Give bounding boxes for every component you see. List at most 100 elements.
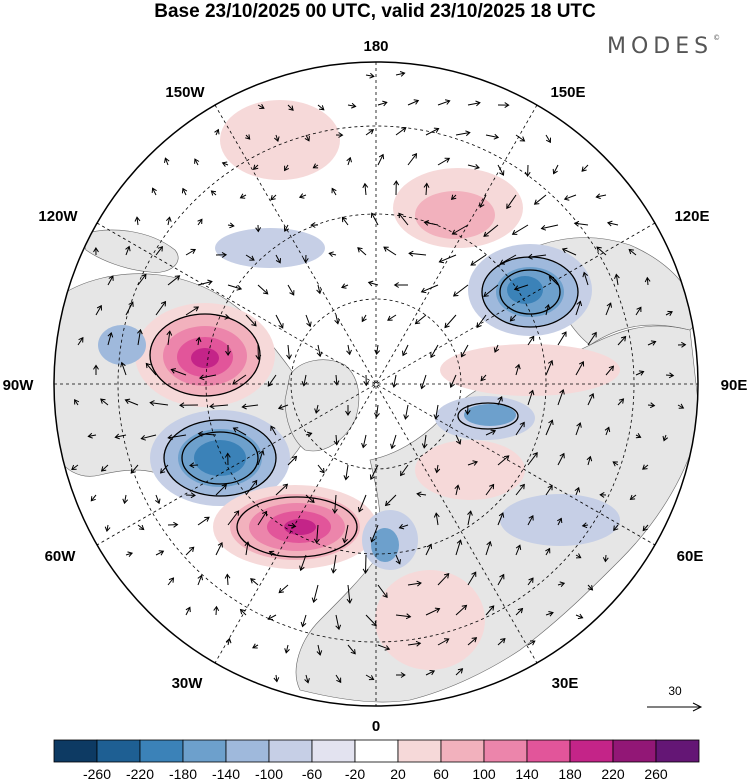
- wind-arrow: [575, 487, 580, 496]
- wind-arrowhead: [159, 468, 166, 474]
- colorbar-label: 100: [472, 766, 496, 782]
- wind-arrow: [287, 104, 294, 111]
- wind-arrowhead: [100, 466, 107, 472]
- wind-arrow: [467, 164, 480, 169]
- wind-arrowhead: [224, 573, 231, 579]
- wind-arrow: [527, 336, 535, 346]
- colorbar-label: 60: [433, 766, 449, 782]
- wind-arrowhead: [429, 670, 436, 676]
- contour-na: [149, 313, 261, 397]
- wind-arrow: [106, 524, 109, 532]
- wind-arrowhead: [530, 640, 536, 646]
- wind-arrowhead: [333, 380, 340, 386]
- wind-arrowhead: [249, 255, 255, 261]
- wind-arrowhead: [189, 462, 195, 469]
- wind-arrowhead: [476, 322, 482, 329]
- lon-label-30w: 30W: [172, 675, 204, 692]
- wind-arrowhead: [370, 537, 376, 543]
- wind-arrowhead: [304, 136, 310, 142]
- lon-label-60e: 60E: [677, 548, 704, 565]
- wind-arrow: [347, 344, 351, 355]
- colorbar-label: -260: [83, 766, 111, 782]
- wind-arrow: [437, 100, 450, 106]
- wind-arrow: [368, 281, 379, 286]
- wind-arrow: [453, 284, 469, 297]
- wind-arrowhead: [167, 434, 173, 441]
- wind-arrowhead: [252, 479, 258, 486]
- wind-arrowhead: [351, 102, 357, 109]
- wind-arrowhead: [224, 314, 230, 320]
- wind-arrowhead: [241, 403, 247, 410]
- wind-arrowhead: [217, 541, 223, 548]
- wind-arrowhead: [96, 304, 102, 311]
- graticule: [54, 62, 698, 706]
- wind-arrowhead: [613, 525, 619, 532]
- wind-arrow: [437, 638, 449, 646]
- wind-arrowhead: [563, 195, 570, 201]
- wind-arrowhead: [559, 389, 565, 395]
- wind-arrowhead: [391, 382, 398, 388]
- wind-arrowhead: [636, 306, 642, 312]
- wind-arrow: [527, 640, 536, 646]
- wind-arrowhead: [460, 351, 466, 358]
- wind-arrowhead: [576, 300, 583, 307]
- anomaly-na-220: [191, 348, 219, 368]
- wind-arrowhead: [342, 538, 348, 544]
- wind-arrow: [485, 134, 499, 138]
- wind-arrowhead: [591, 331, 597, 338]
- wind-arrow: [423, 434, 427, 448]
- wind-arrowhead: [681, 341, 687, 348]
- wind-arrowhead: [197, 574, 203, 581]
- wind-arrowhead: [166, 330, 173, 336]
- wind-arrow: [257, 284, 269, 295]
- wind-arrowhead: [450, 194, 457, 200]
- anomaly-europe-ridge: [375, 570, 485, 670]
- wind-arrow: [197, 219, 203, 226]
- wind-arrow: [549, 276, 559, 286]
- wind-arrowhead: [471, 571, 477, 577]
- contour-hb-inner: [181, 431, 259, 485]
- wind-arrow: [302, 614, 307, 627]
- wind-arrow: [461, 344, 469, 357]
- wind-arrowhead: [548, 611, 554, 617]
- wind-arrowhead: [493, 133, 500, 140]
- wind-arrowhead: [414, 318, 421, 325]
- wind-arrow: [124, 494, 127, 504]
- wind-arrow: [564, 194, 577, 200]
- wind-arrow: [358, 494, 367, 512]
- wind-arrowhead: [400, 672, 406, 678]
- wind-arrow: [88, 434, 97, 437]
- wind-arrowhead: [493, 347, 500, 353]
- wind-arrowhead: [314, 408, 320, 414]
- wind-arrowhead: [371, 620, 377, 627]
- wind-arrow: [617, 336, 626, 346]
- wind-arrow: [101, 464, 109, 472]
- colorbar-label: -100: [255, 766, 283, 782]
- wind-arrowhead: [185, 606, 191, 613]
- wind-arrow: [646, 277, 649, 286]
- wind-arrow: [197, 575, 203, 586]
- wind-arrow: [77, 337, 84, 346]
- wind-arrowhead: [479, 202, 485, 209]
- wind-arrow: [404, 404, 409, 419]
- wind-arrowhead: [408, 250, 414, 257]
- wind-arrowhead: [286, 354, 292, 360]
- wind-arrow: [510, 314, 517, 322]
- wind-arrowhead: [434, 468, 441, 474]
- wind-arrow: [663, 434, 667, 441]
- wind-arrowhead: [547, 359, 554, 366]
- contour-atl: [236, 496, 358, 558]
- colorbar-swatch: [397, 739, 442, 763]
- wind-arrow: [365, 674, 374, 680]
- wind-arrowhead: [273, 136, 280, 143]
- lon-label-180: 180: [363, 38, 388, 55]
- wind-arrowhead: [402, 350, 408, 357]
- wind-arrow: [362, 434, 367, 448]
- wind-arrowhead: [483, 291, 489, 297]
- wind-arrow: [541, 224, 559, 230]
- wind-arrow: [305, 314, 311, 327]
- wind-arrow: [557, 389, 564, 406]
- land-alaska: [79, 229, 179, 273]
- wind-arrowhead: [195, 336, 202, 343]
- wind-arrow: [317, 284, 321, 294]
